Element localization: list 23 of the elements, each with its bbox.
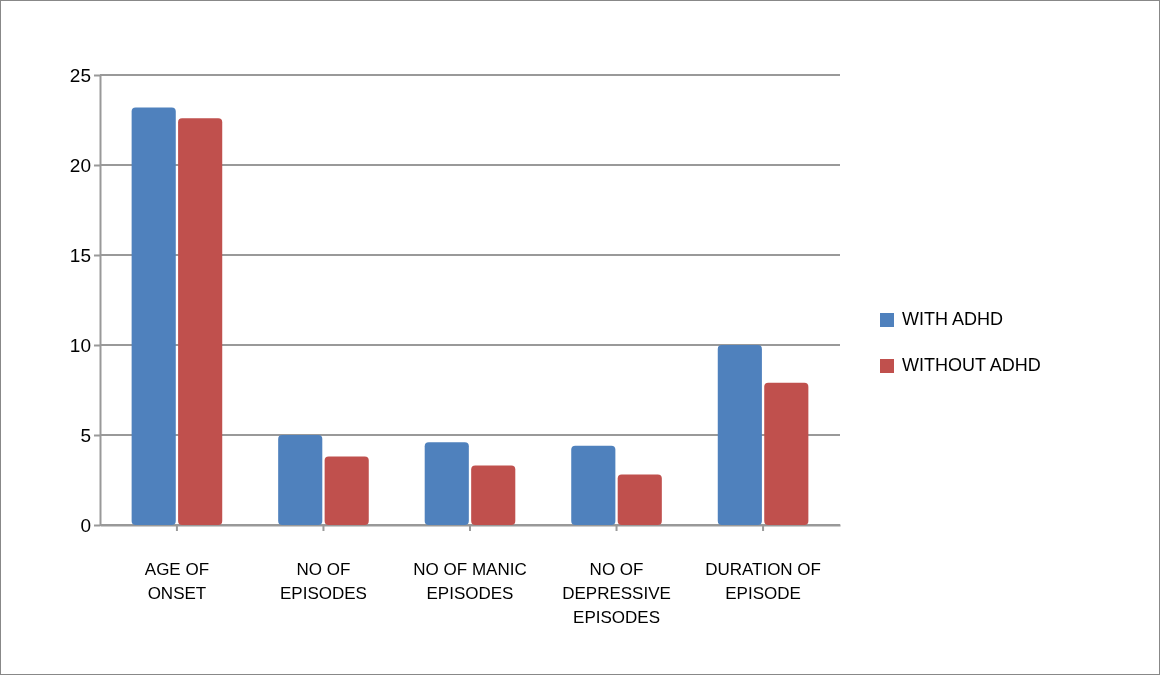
legend-label: WITH ADHD <box>902 309 1003 329</box>
x-tick-label: NO OF DEPRESSIVE EPISODES <box>562 560 671 627</box>
bar <box>324 456 369 525</box>
y-tick-label: 25 <box>69 64 91 86</box>
bar <box>617 474 662 525</box>
bar <box>178 118 223 525</box>
y-tick-label: 20 <box>69 154 91 176</box>
x-tick-label: NO OF EPISODES <box>280 560 367 603</box>
x-tick-label: AGE OF ONSET <box>144 560 210 603</box>
y-tick-label: 15 <box>69 244 91 266</box>
bar <box>278 435 323 525</box>
bar <box>571 445 616 525</box>
x-tick-label: DURATION OF EPISODE <box>705 560 821 603</box>
y-tick-label: 10 <box>69 334 91 356</box>
y-tick-label: 0 <box>80 514 91 536</box>
y-tick-label: 5 <box>80 424 91 446</box>
bar <box>717 345 762 525</box>
bar <box>764 382 809 525</box>
x-tick-label: NO OF MANIC EPISODES <box>413 560 527 603</box>
bar <box>131 107 176 525</box>
legend-label: WITHOUT ADHD <box>902 355 1041 375</box>
bar <box>424 442 469 525</box>
bar <box>471 465 516 525</box>
